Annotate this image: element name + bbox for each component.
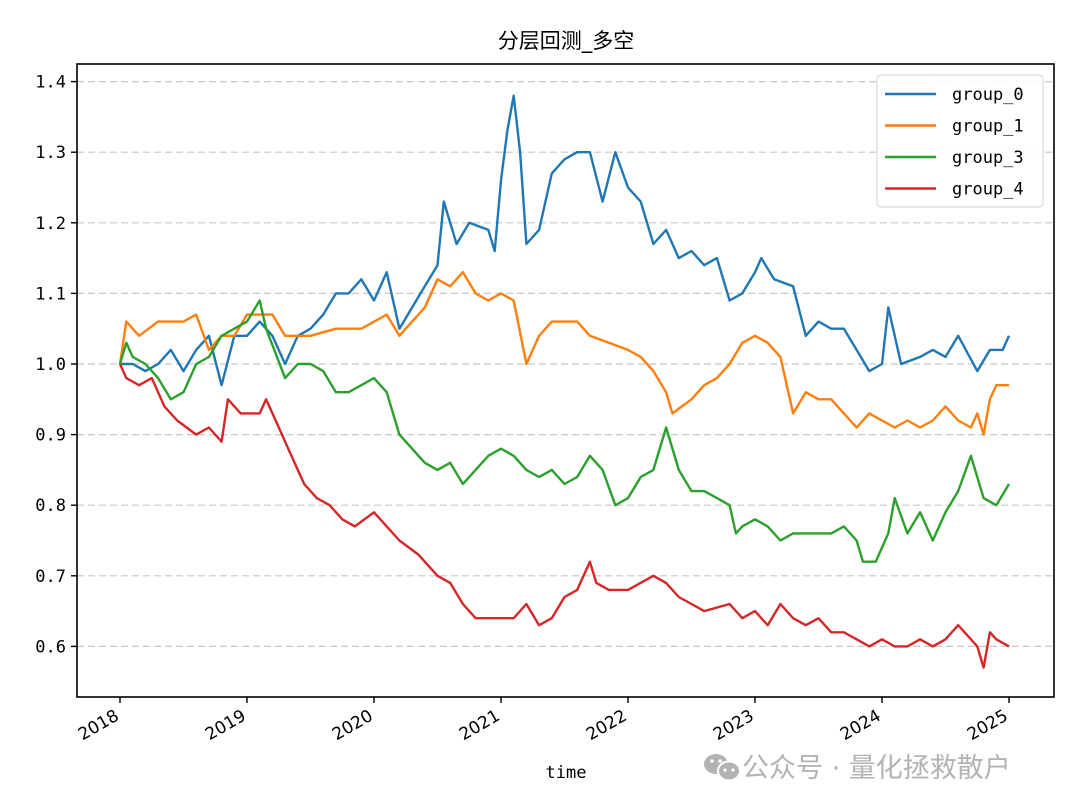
series-line-group-3 [118,299,1011,563]
legend-box [876,74,1044,208]
legend-label: group_4 [952,180,1024,200]
series-line-group-4 [118,363,1010,669]
x-tick-label: 2018 [75,706,122,745]
y-tick-label: 1.4 [35,73,66,93]
y-tick-label: 1.3 [35,143,66,163]
plot-frame [76,63,1055,698]
x-tick-label: 2025 [964,706,1011,745]
wechat-icon [704,754,741,782]
series-line-group-1 [118,271,1009,436]
x-axis: 2018 2019 2020 2021 2022 2023 2024 2025 [75,697,1012,745]
y-axis: 0.6 0.7 0.8 0.9 1.0 1.1 1.2 1.3 1.4 [35,73,77,657]
chart-title: 分层回测_多空 [498,29,635,54]
x-tick-label: 2020 [329,706,376,745]
x-tick-label: 2021 [456,706,503,745]
x-tick-label: 2023 [710,706,757,745]
y-tick-label: 0.7 [35,567,66,587]
y-tick-label: 1.2 [35,214,66,234]
watermark-text: 公众号 · 量化拯救散户 [742,753,1011,784]
y-tick-label: 0.9 [35,426,66,446]
legend-label: group_1 [952,117,1024,137]
legend-label: group_0 [952,85,1024,105]
x-tick-label: 2019 [202,706,249,745]
x-tick-label: 2022 [583,706,630,745]
legend: group_0 group_1 group_3 group_4 [876,74,1044,208]
y-tick-label: 1.0 [35,355,66,375]
y-tick-label: 0.6 [35,637,66,657]
x-axis-label: time [546,763,587,783]
series-lines [118,94,1011,669]
legend-label: group_3 [952,148,1024,168]
y-tick-label: 1.1 [35,284,66,304]
series-line-group-0 [120,94,1011,387]
watermark: 公众号 · 量化拯救散户 [704,753,1011,784]
x-tick-label: 2024 [837,706,884,745]
y-tick-label: 0.8 [35,496,66,516]
